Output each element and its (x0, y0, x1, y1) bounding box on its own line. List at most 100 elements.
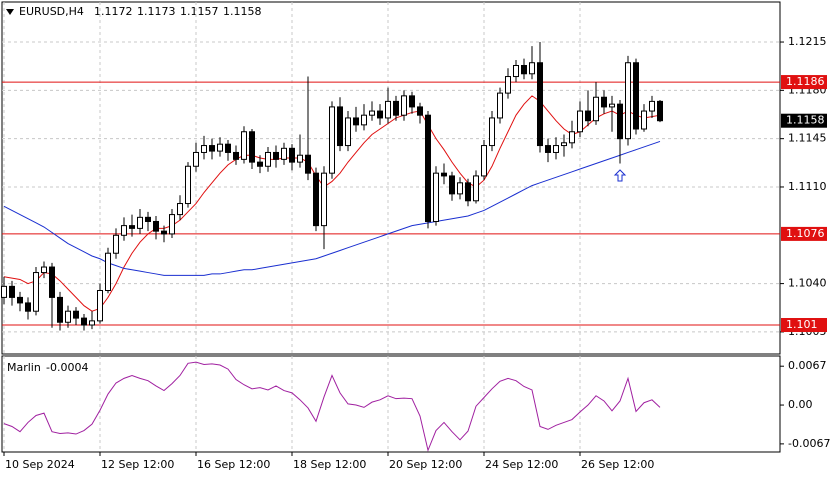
candle-body (89, 320, 95, 326)
candle-body (529, 62, 535, 75)
candle-body (505, 76, 511, 94)
level-label-box (781, 318, 827, 333)
candle-body (361, 114, 367, 126)
x-tick-label: 12 Sep 12:00 (101, 458, 174, 471)
candle-body (81, 317, 87, 326)
indicator-line (3, 361, 661, 452)
ohlc-close: 1.1158 (223, 5, 262, 18)
x-tick-label: 16 Sep 12:00 (197, 458, 270, 471)
y-tick-label: 1.1110 (788, 180, 827, 193)
candle-body (481, 145, 487, 177)
candle-body (169, 214, 175, 235)
level-label-box (781, 226, 827, 241)
candle-body (273, 151, 279, 160)
candle-body (17, 296, 23, 304)
candle-body (41, 266, 47, 274)
candle-body (537, 62, 543, 147)
candle-body (329, 106, 335, 174)
candle-body (609, 103, 615, 108)
candle-body (353, 117, 359, 126)
candle-body (73, 310, 79, 319)
y-tick-label: 1.1145 (788, 132, 827, 145)
candle-body (25, 302, 31, 312)
candle-body (305, 154, 311, 174)
y-tick-label: 1.1215 (788, 35, 827, 48)
candle-body (345, 117, 351, 147)
y-tick-label: 0.0067 (788, 359, 827, 372)
level-label: 1.1186 (786, 75, 825, 88)
candle-body (297, 154, 303, 163)
ohlc-open: 1.1172 (94, 5, 133, 18)
candle-body (433, 172, 439, 222)
x-tick-label: 20 Sep 12:00 (389, 458, 462, 471)
candle-body (377, 110, 383, 119)
candle-body (65, 310, 71, 323)
x-tick-label: 18 Sep 12:00 (293, 458, 366, 471)
candle-body (153, 220, 159, 232)
moving-average (3, 140, 661, 276)
candle-body (545, 145, 551, 153)
candle-body (641, 110, 647, 130)
candle-body (425, 114, 431, 222)
candle-body (441, 172, 447, 177)
menu-arrow (6, 9, 14, 15)
candle-body (457, 182, 463, 195)
candle-body (497, 92, 503, 119)
candle-body (625, 62, 631, 140)
ohlc-low: 1.1157 (180, 5, 219, 18)
y-tick-label: 0.00 (788, 398, 813, 411)
candle-body (321, 172, 327, 227)
candle-body (569, 131, 575, 144)
signal-arrow (613, 169, 627, 182)
candle-body (177, 203, 183, 216)
candle-body (225, 143, 231, 153)
candle-body (553, 145, 559, 153)
candle-body (121, 225, 127, 236)
candle-body (633, 62, 639, 130)
x-tick-label: 24 Sep 12:00 (485, 458, 558, 471)
candle-body (113, 234, 119, 254)
candle-body (449, 175, 455, 195)
candle-body (337, 106, 343, 147)
candle-body (9, 285, 15, 298)
candle-body (249, 131, 255, 163)
candle-body (401, 95, 407, 116)
price-label: 1.1158 (786, 114, 825, 127)
candle-body (521, 64, 527, 75)
candle-body (129, 225, 135, 229)
candle-body (281, 147, 287, 160)
level-label: 1.1076 (786, 227, 825, 240)
candle-body (513, 64, 519, 78)
indicator-panel (1, 355, 781, 453)
ohlc-high: 1.1173 (137, 5, 176, 18)
candle-body (209, 145, 215, 152)
candle-body (577, 110, 583, 133)
candle-body (49, 266, 55, 298)
candle-body (489, 117, 495, 147)
candle-body (657, 100, 663, 122)
candle-body (201, 145, 207, 153)
candle-body (369, 110, 375, 116)
candle-body (1, 285, 7, 298)
candle-body (265, 151, 271, 167)
x-tick-label: 26 Sep 12:00 (581, 458, 654, 471)
indicator-name: Marlin (7, 361, 41, 374)
moving-average (3, 95, 661, 312)
y-tick-label: -0.0067 (788, 437, 830, 450)
candle-body (417, 106, 423, 116)
candle-body (385, 100, 391, 119)
x-tick-label: 10 Sep 2024 (5, 458, 75, 471)
candle-body (409, 95, 415, 108)
candle-body (233, 151, 239, 160)
candle-body (217, 143, 223, 152)
candle-body (601, 96, 607, 108)
candle-body (465, 182, 471, 202)
candle-body (289, 147, 295, 163)
candle-body (97, 290, 103, 322)
candle-body (593, 96, 599, 122)
candle-body (649, 100, 655, 112)
y-tick-label: 1.1040 (788, 277, 827, 290)
candle-body (57, 296, 63, 323)
